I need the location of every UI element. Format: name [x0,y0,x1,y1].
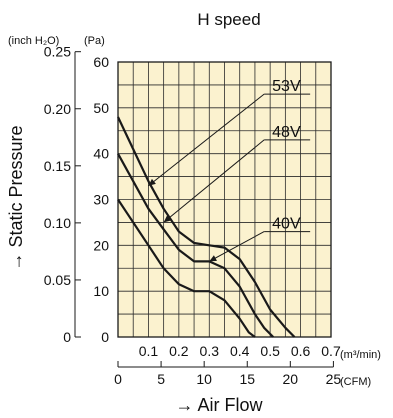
series-pointer-line [163,139,265,223]
y-unit-inch: (inch H₂O) [8,35,59,47]
pa-tick-label: 30 [93,192,109,208]
series-pointer-arrowhead [163,215,172,223]
x-unit-m3: (m³/min) [340,349,381,361]
y-unit-pa: (Pa) [84,35,105,47]
chart-title: H speed [197,10,260,29]
series-label-53V: 53V [272,78,301,95]
inch-tick-label: 0.25 [44,44,71,60]
m3-tick-label: 0.1 [139,343,159,359]
cfm-tick-label: 25 [326,371,342,387]
y-axis-label: → Static Pressure [6,125,26,270]
cfm-tick-label: 10 [196,371,212,387]
inch-tick-label: 0.05 [44,272,71,288]
m3-tick-label: 0.2 [169,343,189,359]
x-axis-label: → Air Flow [175,395,263,415]
pa-tick-label: 20 [93,237,109,253]
m3-tick-label: 0.5 [260,343,280,359]
inch-tick-label: 0.15 [44,158,71,174]
x-unit-cfm: (CFM) [340,376,371,388]
series-line-40V [117,198,256,338]
m3-tick-label: 0.7 [321,343,341,359]
series-pointer-line [209,231,265,262]
cfm-tick-label: 15 [239,371,255,387]
m3-tick-label: 0.6 [291,343,311,359]
series-label-48V: 48V [272,124,301,141]
pa-tick-label: 0 [101,329,109,345]
cfm-tick-label: 5 [157,371,165,387]
series-pointer-arrowhead [209,255,217,262]
cfm-tick-label: 0 [114,371,122,387]
series-line-53V [117,116,296,338]
m3-tick-label: 0.3 [200,343,220,359]
pa-tick-label: 40 [93,146,109,162]
series-label-40V: 40V [272,216,301,233]
series-line-48V [117,153,274,338]
pa-tick-label: 50 [93,100,109,116]
series-pointer-arrowhead [148,178,156,186]
pa-tick-label: 10 [93,283,109,299]
cfm-tick-label: 20 [283,371,299,387]
inch-tick-label: 0 [63,329,71,345]
inch-tick-label: 0.20 [44,101,71,117]
series-pointer-line [148,93,265,187]
m3-tick-label: 0.4 [230,343,250,359]
pa-tick-label: 60 [93,54,109,70]
inch-tick-label: 0.10 [44,215,71,231]
